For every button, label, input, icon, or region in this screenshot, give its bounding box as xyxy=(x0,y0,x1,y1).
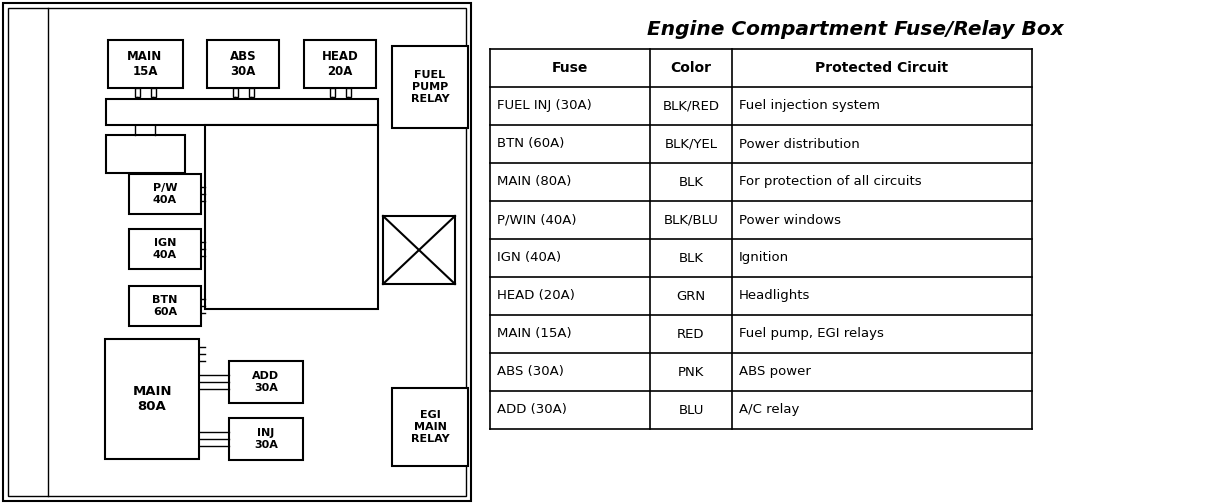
Text: ADD
30A: ADD 30A xyxy=(253,371,280,393)
Bar xyxy=(130,174,200,214)
Bar xyxy=(346,88,351,97)
Text: GRN: GRN xyxy=(677,289,705,302)
Text: BTN
60A: BTN 60A xyxy=(153,295,177,317)
Text: BLK/RED: BLK/RED xyxy=(662,99,720,112)
Text: MAIN
15A: MAIN 15A xyxy=(127,50,163,78)
Bar xyxy=(134,88,139,97)
Bar xyxy=(105,99,378,125)
Text: BLU: BLU xyxy=(678,404,704,416)
Text: Fuse: Fuse xyxy=(552,61,588,75)
Text: Fuel injection system: Fuel injection system xyxy=(739,99,880,112)
Text: Headlights: Headlights xyxy=(739,289,810,302)
Bar xyxy=(130,286,200,326)
Bar xyxy=(330,88,335,97)
Text: BLK/BLU: BLK/BLU xyxy=(664,214,719,226)
Bar xyxy=(150,88,155,97)
Text: MAIN
80A: MAIN 80A xyxy=(132,385,172,413)
Bar xyxy=(9,8,466,496)
Text: Power windows: Power windows xyxy=(739,214,841,226)
Bar xyxy=(382,216,455,284)
Text: ABS power: ABS power xyxy=(739,365,811,379)
Text: P/W
40A: P/W 40A xyxy=(153,183,177,205)
Text: IGN (40A): IGN (40A) xyxy=(497,251,561,265)
Bar xyxy=(105,339,199,459)
Text: A/C relay: A/C relay xyxy=(739,404,799,416)
Text: Color: Color xyxy=(671,61,711,75)
Text: Power distribution: Power distribution xyxy=(739,138,860,151)
Bar xyxy=(304,40,376,88)
Text: Fuel pump, EGI relays: Fuel pump, EGI relays xyxy=(739,328,884,341)
Text: HEAD (20A): HEAD (20A) xyxy=(497,289,574,302)
Bar xyxy=(130,229,200,269)
Bar xyxy=(105,135,185,173)
Text: ABS (30A): ABS (30A) xyxy=(497,365,563,379)
Text: MAIN (80A): MAIN (80A) xyxy=(497,175,572,188)
Bar xyxy=(392,388,468,466)
Text: Protected Circuit: Protected Circuit xyxy=(815,61,948,75)
Bar xyxy=(108,40,182,88)
Bar xyxy=(207,40,279,88)
Bar xyxy=(205,125,378,309)
Text: ABS
30A: ABS 30A xyxy=(230,50,257,78)
Bar xyxy=(248,88,253,97)
Text: BLK: BLK xyxy=(678,175,704,188)
Text: P/WIN (40A): P/WIN (40A) xyxy=(497,214,577,226)
Bar xyxy=(2,3,470,501)
Text: EGI
MAIN
RELAY: EGI MAIN RELAY xyxy=(411,410,450,444)
Bar xyxy=(229,418,303,460)
Text: INJ
30A: INJ 30A xyxy=(254,428,277,450)
Text: IGN
40A: IGN 40A xyxy=(153,238,177,260)
Text: PNK: PNK xyxy=(678,365,704,379)
Text: FUEL
PUMP
RELAY: FUEL PUMP RELAY xyxy=(411,71,450,104)
Text: BLK/YEL: BLK/YEL xyxy=(665,138,717,151)
Bar xyxy=(232,88,237,97)
Text: For protection of all circuits: For protection of all circuits xyxy=(739,175,921,188)
Text: ADD (30A): ADD (30A) xyxy=(497,404,567,416)
Text: BLK: BLK xyxy=(678,251,704,265)
Bar xyxy=(229,361,303,403)
Text: Engine Compartment Fuse/Relay Box: Engine Compartment Fuse/Relay Box xyxy=(646,20,1063,39)
Text: Ignition: Ignition xyxy=(739,251,789,265)
Text: RED: RED xyxy=(677,328,705,341)
Text: BTN (60A): BTN (60A) xyxy=(497,138,565,151)
Text: MAIN (15A): MAIN (15A) xyxy=(497,328,572,341)
Text: FUEL INJ (30A): FUEL INJ (30A) xyxy=(497,99,591,112)
Bar xyxy=(392,46,468,128)
Text: HEAD
20A: HEAD 20A xyxy=(321,50,358,78)
